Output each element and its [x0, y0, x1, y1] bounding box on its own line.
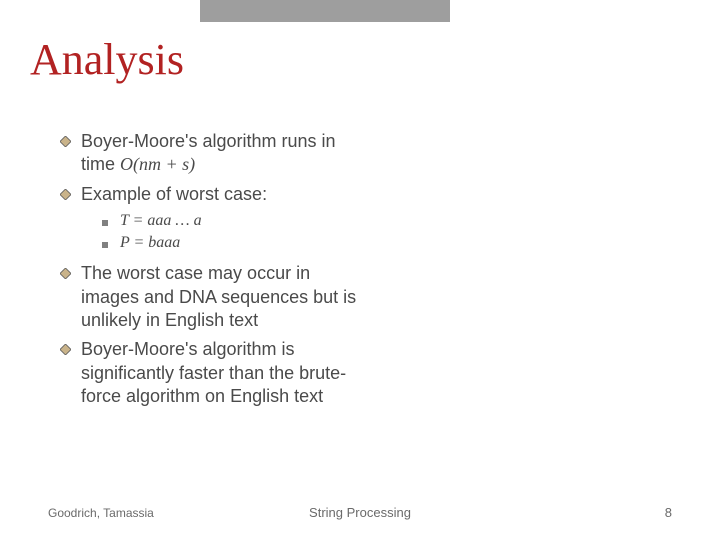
square-icon [102, 220, 108, 226]
diamond-icon [60, 189, 71, 200]
sub-bullet-text: T = aaa … a [120, 212, 202, 230]
diamond-icon [60, 268, 71, 279]
page-number: 8 [665, 505, 672, 520]
footer-title: String Processing [0, 505, 720, 520]
square-icon [102, 242, 108, 248]
text-italic: O(nm + s) [120, 154, 195, 174]
text-segment: Example of worst case: [81, 184, 267, 204]
diamond-icon [60, 136, 71, 147]
bullet-text: Boyer-Moore's algorithm is significantly… [81, 338, 370, 408]
sub-bullet-list: T = aaa … a P = baaa [102, 212, 370, 252]
sub-bullet-item: P = baaa [102, 234, 370, 252]
text-segment: Boyer-Moore's algorithm is significantly… [81, 339, 346, 406]
bullet-text: The worst case may occur in images and D… [81, 262, 370, 332]
bullet-text: Example of worst case: [81, 183, 267, 206]
bullet-item: Example of worst case: [60, 183, 370, 206]
top-accent-bar [200, 0, 450, 22]
bullet-item: The worst case may occur in images and D… [60, 262, 370, 332]
sub-bullet-text: P = baaa [120, 234, 180, 252]
slide-title: Analysis [30, 34, 184, 85]
bullet-text: Boyer-Moore's algorithm runs in time O(n… [81, 130, 370, 177]
text-segment: The worst case may occur in images and D… [81, 263, 356, 330]
bullet-item: Boyer-Moore's algorithm runs in time O(n… [60, 130, 370, 177]
content-area: Boyer-Moore's algorithm runs in time O(n… [60, 130, 370, 415]
sub-bullet-item: T = aaa … a [102, 212, 370, 230]
diamond-icon [60, 344, 71, 355]
bullet-item: Boyer-Moore's algorithm is significantly… [60, 338, 370, 408]
